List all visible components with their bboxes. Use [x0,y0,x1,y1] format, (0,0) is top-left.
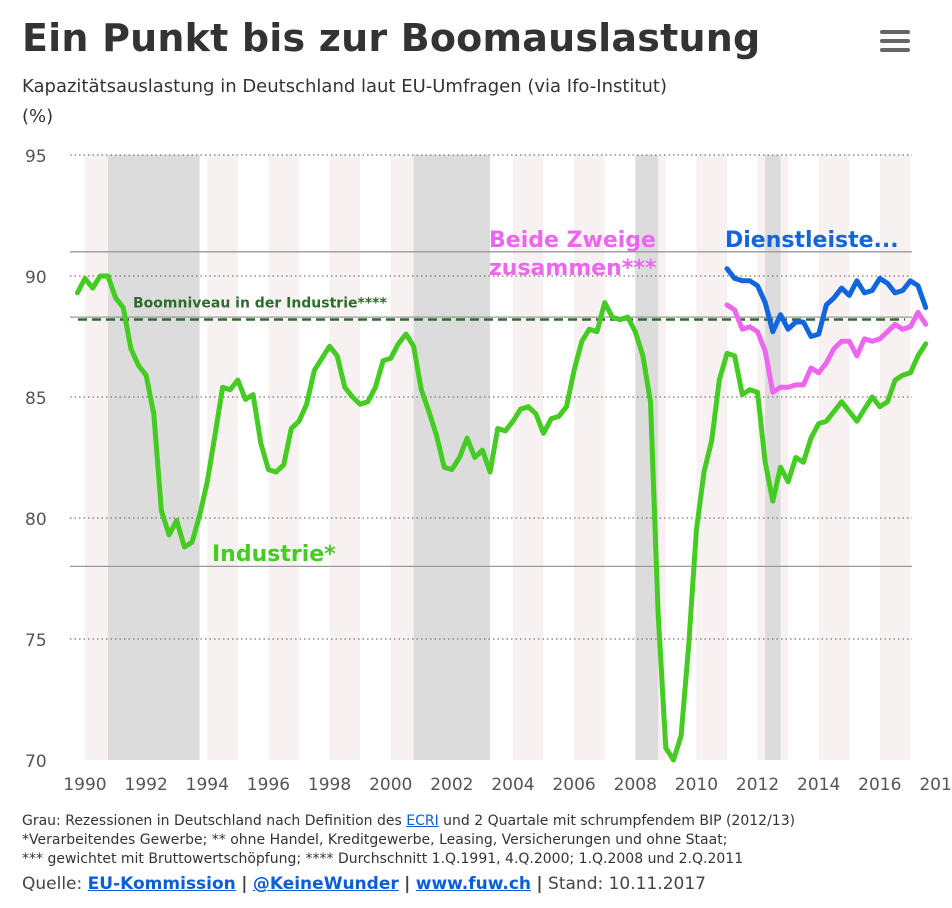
footnote-recession: Grau: Rezessionen in Deutschland nach De… [22,812,795,831]
year-band [849,155,880,760]
y-axis-unit-label: (%) [22,106,53,127]
x-tick-label: 2016 [858,775,901,795]
separator: | [404,874,411,894]
recession-band [413,155,491,760]
y-tick-label: 85 [25,389,47,409]
series-label-beide-zweige: Beide Zweige [489,228,656,253]
source-link-fuw[interactable]: www.fuw.ch [415,874,532,894]
series-line-1 [724,302,929,395]
boom-level-label: Boomniveau in der Industrie**** [133,296,387,312]
source-link-eu-kommission[interactable]: EU-Kommission [87,874,236,894]
series-line-2 [724,266,929,339]
year-band [726,155,758,760]
ecri-link[interactable]: ECRI [406,813,439,829]
x-tick-label: 1996 [247,775,290,795]
x-tick-label: 2002 [430,775,473,795]
source-link-keinewunder[interactable]: @KeineWunder [252,874,399,894]
recession-band [107,155,200,760]
year-band [543,155,575,760]
separator: | [536,874,543,894]
x-tick-label: 2010 [675,775,718,795]
footnote-2: *Verarbeitendes Gewerbe; ** ohne Handel,… [22,832,728,848]
year-band [360,155,391,760]
grid-lines [70,154,912,640]
series-line-0 [74,273,929,763]
y-tick-label: 75 [25,631,47,651]
series-label-zusammen: zusammen*** [489,256,657,281]
x-tick-label: 2018 [919,775,952,795]
year-band [696,155,727,760]
year-band [329,155,361,760]
recession-band [635,155,659,760]
reference-lines [70,251,912,568]
x-tick-label: 2004 [491,775,534,795]
chart-subtitle: Kapazitätsauslastung in Deutschland laut… [22,76,667,97]
y-tick-label: 70 [25,752,47,772]
year-band [665,155,697,760]
series-lines [74,266,929,763]
chart-footnotes: Grau: Rezessionen in Deutschland nach De… [22,812,795,869]
year-band [298,155,330,760]
year-band [574,155,605,760]
y-tick-label: 80 [25,510,47,530]
recession-shading [107,155,781,760]
year-band [879,155,911,760]
source-line: Quelle: EU-Kommission | @KeineWunder | w… [22,874,706,894]
x-tick-label: 2000 [369,775,412,795]
year-band [910,155,912,760]
year-band [512,155,544,760]
footnote-text: Grau: Rezessionen in Deutschland nach De… [22,813,402,829]
y-axis-labels: 70 75 80 85 90 95 [25,147,47,772]
year-band [818,155,850,760]
footnote-3: *** gewichtet mit Bruttowertschöpfung; *… [22,851,744,867]
y-tick-label: 90 [25,268,47,288]
x-tick-label: 2006 [552,775,595,795]
x-tick-label: 2012 [736,775,779,795]
x-tick-label: 1994 [186,775,229,795]
separator: | [241,874,248,894]
source-label: Quelle: [22,874,83,894]
x-tick-label: 1990 [63,775,106,795]
hamburger-menu-icon[interactable] [880,30,910,52]
menu-bar [880,30,910,34]
recession-band [765,155,781,760]
footnote-text: und 2 Quartale mit schrumpfendem BIP (20… [443,813,796,829]
y-tick-label: 95 [25,147,47,167]
x-tick-label: 2014 [797,775,840,795]
x-axis-labels: 1990 1992 1994 1996 1998 2000 2002 2004 2006 2008… [63,775,952,795]
line-chart: 70 75 80 85 90 95 1990 1992 1994 1996 1998 2000 200… [22,106,952,795]
series-label-industrie: Industrie* [212,542,336,567]
menu-bar [880,48,910,52]
x-tick-label: 1992 [125,775,168,795]
stand-date: Stand: 10.11.2017 [548,874,706,894]
year-band [70,155,85,760]
x-tick-label: 1998 [308,775,351,795]
series-label-dienstleistung: Dienstleiste... [725,228,899,253]
chart-title: Ein Punkt bis zur Boomauslastung [22,16,761,60]
x-tick-label: 2008 [614,775,657,795]
year-band [604,155,636,760]
menu-bar [880,39,910,43]
